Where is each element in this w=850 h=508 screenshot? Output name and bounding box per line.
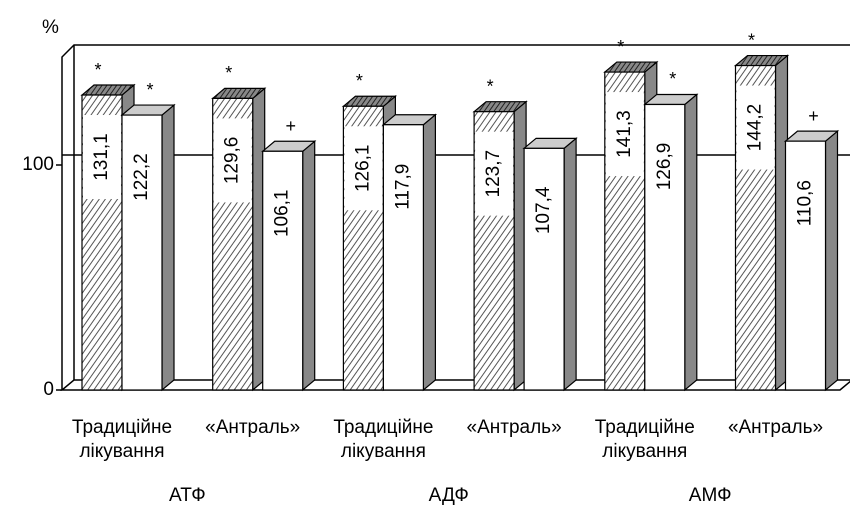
bar-side bbox=[302, 139, 316, 392]
label-background bbox=[475, 131, 514, 216]
frame bbox=[59, 44, 850, 391]
label-background bbox=[83, 115, 121, 200]
x-tick-label: «Антраль» bbox=[728, 417, 823, 438]
group-label: АТФ bbox=[169, 485, 206, 506]
value-label: 131,1 bbox=[91, 133, 112, 181]
significance-marker: * bbox=[487, 76, 494, 96]
bar bbox=[784, 140, 827, 391]
bar-side bbox=[684, 93, 698, 392]
x-tick-label: лікування bbox=[602, 441, 687, 462]
value-label: 106,1 bbox=[272, 190, 293, 238]
value-label: 110,6 bbox=[795, 180, 816, 226]
x-tick-label: Традиційне bbox=[595, 417, 695, 438]
group-label: АМФ bbox=[689, 485, 732, 506]
value-label: 126,1 bbox=[352, 145, 373, 193]
y-axis-label: % bbox=[42, 17, 59, 38]
x-tick-label: Традиційне bbox=[72, 417, 172, 438]
value-label: 129,6 bbox=[222, 137, 243, 185]
significance-marker: * bbox=[94, 60, 101, 80]
bar bbox=[121, 114, 163, 391]
label-background bbox=[605, 92, 644, 177]
value-label: 126,9 bbox=[654, 143, 675, 191]
x-tick-label: «Антраль» bbox=[467, 417, 562, 438]
significance-marker: * bbox=[669, 69, 676, 89]
significance-marker: + bbox=[808, 106, 819, 126]
significance-marker: * bbox=[617, 37, 624, 57]
x-tick-label: лікування bbox=[341, 441, 426, 462]
label-background bbox=[736, 85, 775, 170]
value-label: 141,3 bbox=[614, 110, 635, 158]
significance-marker: * bbox=[748, 30, 755, 50]
value-label: 122,2 bbox=[131, 153, 152, 201]
bar-side bbox=[161, 103, 175, 392]
y-tick-label: 100 bbox=[22, 154, 54, 175]
significance-marker: * bbox=[225, 63, 232, 83]
label-background bbox=[213, 118, 252, 203]
bar-side bbox=[422, 113, 436, 392]
x-tick-label: лікування bbox=[79, 441, 164, 462]
y-tick-label: 0 bbox=[43, 379, 54, 400]
group-label: АДФ bbox=[429, 485, 469, 506]
x-tick-label: «Антраль» bbox=[205, 417, 300, 438]
value-label: 144,2 bbox=[745, 104, 766, 152]
bar bbox=[644, 103, 686, 391]
value-label: 117,9 bbox=[392, 164, 413, 210]
bar bbox=[262, 150, 304, 391]
significance-marker: + bbox=[285, 116, 296, 136]
significance-marker: * bbox=[356, 71, 363, 91]
bar bbox=[523, 147, 565, 391]
value-label: 123,7 bbox=[483, 150, 504, 198]
value-label: 107,4 bbox=[533, 186, 554, 234]
bar-side bbox=[824, 129, 839, 392]
x-tick-label: Традиційне bbox=[333, 417, 433, 438]
significance-marker: * bbox=[146, 80, 153, 100]
bar-side bbox=[563, 137, 577, 392]
bar bbox=[382, 124, 424, 391]
label-background bbox=[344, 126, 383, 211]
